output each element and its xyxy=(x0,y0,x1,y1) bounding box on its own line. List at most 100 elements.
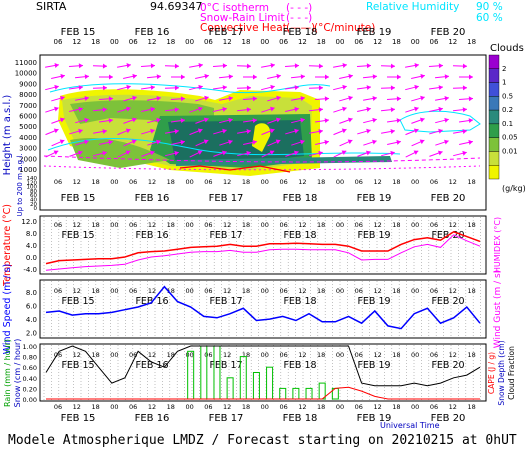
wind-arrow xyxy=(170,118,186,124)
panel-hour-label: 12 xyxy=(73,287,81,295)
wind-arrow xyxy=(308,107,324,113)
wind-arrow xyxy=(285,106,299,112)
panel-hour-label: 06 xyxy=(355,287,363,295)
panel-hour-label: 18 xyxy=(317,221,325,229)
panel-hour-label: 12 xyxy=(373,178,381,186)
wind-arrow xyxy=(452,107,468,113)
bottom-hour-label: 18 xyxy=(392,403,400,411)
wind-arrow xyxy=(236,63,252,69)
panel-hour-label: 00 xyxy=(411,221,419,229)
cloud-ytick: 4000 xyxy=(19,134,37,142)
wind-arrow xyxy=(75,117,89,124)
panel-hour-label: 00 xyxy=(185,221,193,229)
precip-ytick: 0.40 xyxy=(23,375,37,383)
top-hour-label: 12 xyxy=(72,38,81,46)
wind-arrow xyxy=(117,106,131,113)
wind-arrow-head xyxy=(150,106,155,112)
wind-arrow-head xyxy=(197,128,203,134)
wind-arrow-head xyxy=(396,139,401,145)
tick-labels: 06 12 18 00 06 12 18 00 06 12 18 00 06 12 18 00 06 12 18 00… xyxy=(15,27,476,424)
panel-day-label: FEB 16 xyxy=(135,193,170,204)
wind-arrow-head xyxy=(438,106,443,112)
wind-arrow-head xyxy=(414,63,419,68)
wind-arrow xyxy=(69,106,83,112)
wind-arrow xyxy=(237,150,251,157)
wind-arrow-head xyxy=(228,96,233,101)
wind-arrow xyxy=(284,85,300,91)
panel-hour-label: 18 xyxy=(167,287,175,295)
wind-arrow-head xyxy=(102,63,107,69)
wind-arrow xyxy=(308,63,324,69)
wind-speed-line xyxy=(45,285,481,330)
colorbar-swatch xyxy=(488,109,500,125)
header: SIRTA 94.69347 0°C isotherm (- - -) Snow… xyxy=(36,0,503,34)
colorbar-swatch xyxy=(488,137,500,152)
wind-arrow xyxy=(453,150,467,157)
wind-arrow-head xyxy=(181,74,185,80)
panel-hour-label: 12 xyxy=(73,221,81,229)
wind-arrow xyxy=(452,63,468,69)
snowdepth-ylabel: Snow Depth (cm) xyxy=(497,340,506,405)
panel-hour-label: 18 xyxy=(467,287,475,295)
wind-arrow-head xyxy=(60,95,65,101)
panel-day-label: FEB 17 xyxy=(209,230,242,241)
wind-arrow-head xyxy=(300,74,305,80)
wind-arrow-head xyxy=(270,84,275,90)
wind-arrow-head xyxy=(53,150,59,155)
grid-layer xyxy=(43,217,481,400)
cloud-ytick-low: 140 xyxy=(27,176,38,182)
wind-arrow-head xyxy=(462,107,467,113)
wind-arrow-head xyxy=(222,106,227,112)
wind-arrow-head xyxy=(150,85,155,91)
wind-arrow xyxy=(140,63,156,69)
top-day-label: FEB 20 xyxy=(431,27,466,38)
bottom-hour-label: 12 xyxy=(373,403,381,411)
wind-arrow xyxy=(68,85,84,91)
humidex-line xyxy=(45,234,481,271)
wind-arrow xyxy=(267,117,281,124)
wind-arrow xyxy=(357,106,371,112)
wind-arrow xyxy=(212,63,228,69)
top-hour-label: 12 xyxy=(223,38,232,46)
legend-relative-humidity: Relative Humidity xyxy=(366,1,459,13)
wind-arrow-head xyxy=(318,107,323,113)
colorbar-tick: 0.01 xyxy=(502,147,518,155)
panel-hour-label: 00 xyxy=(185,287,193,295)
wind-arrow-head xyxy=(204,73,209,79)
wind-arrow xyxy=(93,150,107,157)
wind-arrow-head xyxy=(102,150,107,156)
wind-arrow-head xyxy=(54,84,59,90)
bottom-hour-label: 00 xyxy=(185,403,193,411)
wind-arrow xyxy=(99,74,113,80)
panel-day-label: FEB 16 xyxy=(135,360,168,371)
cloud-gap xyxy=(252,123,271,152)
colorbar: Clouds (g/kg) 2 1 0.5 0.2 0.1 0.05 0.01 xyxy=(488,43,526,193)
wind-arrow-head xyxy=(342,84,347,90)
wind-arrow-head xyxy=(438,63,443,69)
panel-hour-label: 12 xyxy=(223,221,231,229)
wind-arrow-head xyxy=(174,129,179,134)
wind-arrow xyxy=(333,84,347,91)
wind-arrow-head xyxy=(222,63,227,69)
cloud-ytick: 3000 xyxy=(19,145,37,153)
bottom-hour-label: 12 xyxy=(73,403,81,411)
wind-arrow xyxy=(380,63,396,69)
wind-arrow-head xyxy=(365,150,371,156)
panel-day-label: FEB 16 xyxy=(135,230,168,241)
rh-contour-c xyxy=(47,138,401,156)
wind-arrow xyxy=(171,139,185,145)
wind-arrow-head xyxy=(108,96,113,102)
wind-arrow xyxy=(458,118,474,124)
wind-arrow xyxy=(309,129,323,134)
wind-arrow xyxy=(123,139,137,147)
bottom-hour-label: 12 xyxy=(148,403,156,411)
wind-arrow xyxy=(291,96,305,101)
wind-arrow xyxy=(267,139,281,147)
panel-hour-label: 06 xyxy=(279,221,287,229)
panel-hour-label: 06 xyxy=(54,351,62,359)
wind-arrow xyxy=(362,74,378,80)
cloud-ylabel2: Up to 200 m a.g.l. xyxy=(16,153,24,216)
panel-hour-label: 12 xyxy=(449,287,457,295)
wind-arrow xyxy=(75,96,89,101)
